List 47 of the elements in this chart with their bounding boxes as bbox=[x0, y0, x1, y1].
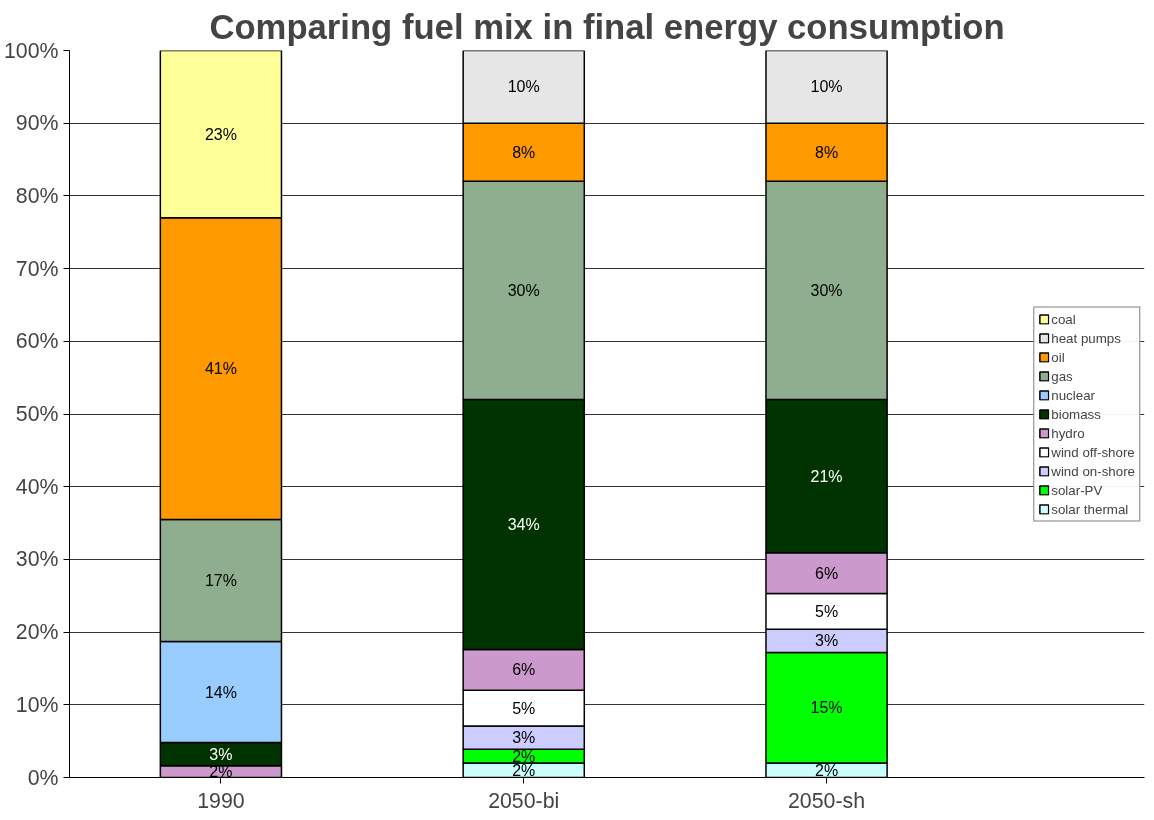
legend-label: heat pumps bbox=[1051, 330, 1121, 345]
data-label: 14% bbox=[204, 683, 237, 701]
y-tick-label: 50% bbox=[15, 402, 59, 426]
y-tick-label: 100% bbox=[3, 38, 59, 63]
legend-label: coal bbox=[1051, 311, 1076, 326]
chart-title: Comparing fuel mix in final energy consumption bbox=[209, 7, 1005, 46]
legend-label: wind on-shore bbox=[1051, 463, 1135, 478]
legend-label: gas bbox=[1051, 368, 1073, 383]
data-label: 2% bbox=[814, 761, 839, 779]
x-tick-label: 2050-sh bbox=[788, 788, 866, 813]
data-label: 6% bbox=[814, 564, 839, 582]
data-label: 3% bbox=[512, 729, 536, 747]
y-tick-label: 0% bbox=[27, 765, 59, 790]
data-label: 5% bbox=[512, 699, 536, 717]
data-label: 5% bbox=[814, 602, 839, 620]
data-label: 8% bbox=[512, 143, 536, 161]
x-tick-label: 1990 bbox=[197, 788, 245, 813]
legend-label: nuclear bbox=[1051, 387, 1095, 402]
data-label: 6% bbox=[512, 661, 536, 679]
legend-label: biomass bbox=[1051, 406, 1101, 421]
data-label: 30% bbox=[810, 281, 843, 299]
legend-label: oil bbox=[1051, 349, 1066, 364]
data-label: 3% bbox=[209, 745, 233, 763]
y-tick-label: 80% bbox=[15, 183, 59, 208]
data-label: 21% bbox=[810, 467, 843, 485]
y-tick-label: 60% bbox=[15, 329, 59, 354]
data-label: 23% bbox=[204, 125, 237, 143]
legend-label: solar thermal bbox=[1051, 501, 1129, 516]
y-tick-label: 10% bbox=[15, 692, 59, 717]
legend-label: wind off-shore bbox=[1051, 444, 1135, 459]
data-label: 3% bbox=[814, 632, 839, 650]
y-tick-label: 90% bbox=[15, 111, 59, 136]
legend-label: solar-PV bbox=[1051, 482, 1103, 497]
y-tick-label: 40% bbox=[15, 474, 59, 499]
data-label: 17% bbox=[204, 571, 237, 589]
y-tick-label: 20% bbox=[15, 620, 59, 645]
data-label: 8% bbox=[814, 143, 839, 161]
y-tick-label: 70% bbox=[15, 256, 59, 281]
data-label: 10% bbox=[810, 78, 843, 96]
legend-label: hydro bbox=[1051, 425, 1085, 440]
data-label: 30% bbox=[507, 281, 540, 299]
data-label: 10% bbox=[507, 78, 540, 96]
data-label: 15% bbox=[810, 699, 843, 717]
y-tick-label: 30% bbox=[15, 547, 59, 572]
data-label: 34% bbox=[507, 516, 540, 533]
data-label: 41% bbox=[204, 360, 237, 378]
x-tick-label: 2050-bi bbox=[488, 788, 560, 813]
